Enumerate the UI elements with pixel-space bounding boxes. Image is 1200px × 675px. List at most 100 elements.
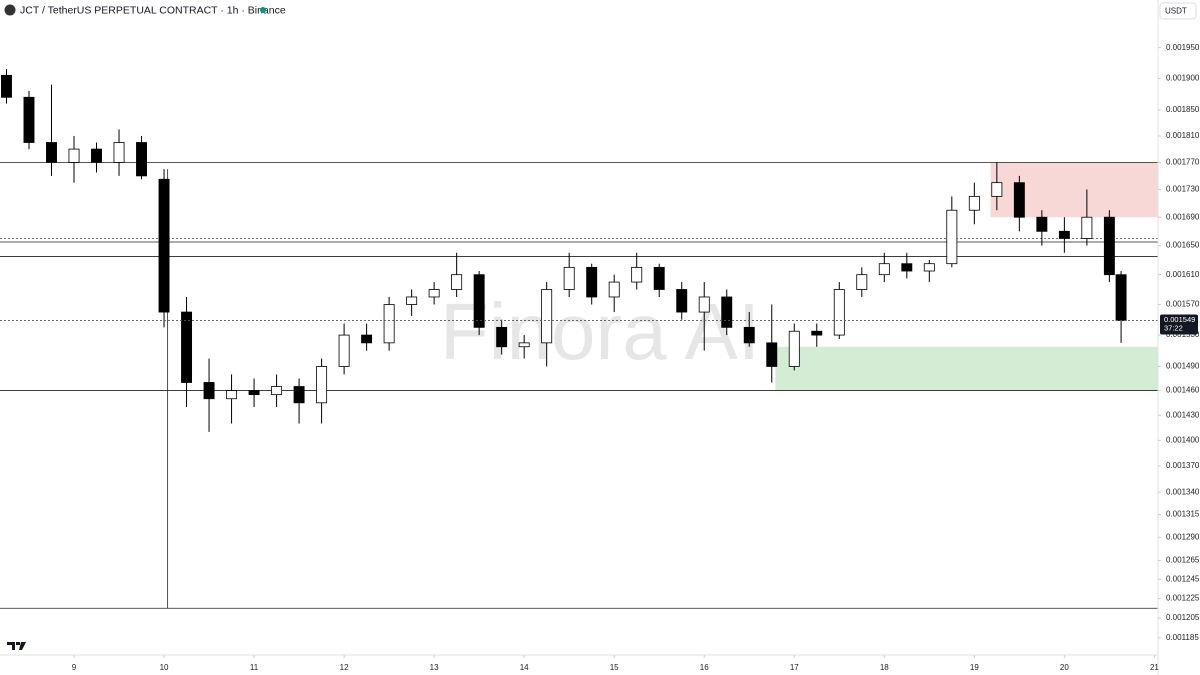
watermark: Finora AI <box>440 287 760 376</box>
candle-body <box>743 326 755 344</box>
candle-body <box>406 296 418 305</box>
y-tick-label: 0.001810 <box>1166 131 1200 140</box>
candle-body <box>1013 182 1025 218</box>
candle-body <box>901 263 913 272</box>
x-tick-label: 15 <box>610 663 619 672</box>
y-tick-label: 0.001265 <box>1166 556 1200 565</box>
currency-button[interactable] <box>1159 2 1197 20</box>
candle-body <box>271 386 283 396</box>
candle-body <box>563 266 575 290</box>
candle-body <box>181 311 193 383</box>
y-tick-label: 0.001850 <box>1166 105 1200 114</box>
x-tick-label: 12 <box>340 663 349 672</box>
candle-body <box>1081 216 1093 239</box>
zone <box>775 346 1158 391</box>
x-tick-label: 10 <box>160 663 169 672</box>
x-tick-label: 19 <box>970 663 979 672</box>
candle-body <box>811 330 823 336</box>
status-dot <box>260 7 266 13</box>
candle-body <box>631 266 643 283</box>
candle-body <box>451 274 463 290</box>
candle-body <box>361 334 373 344</box>
countdown: 37:22 <box>1164 323 1183 332</box>
candle-body <box>91 148 102 163</box>
y-tick-label: 0.001650 <box>1166 241 1200 250</box>
candle-body <box>248 390 260 396</box>
candle-body <box>1 74 12 98</box>
y-tick-label: 0.001340 <box>1166 487 1200 496</box>
candle-body <box>541 289 553 344</box>
candle-body <box>766 342 778 367</box>
symbol-icon <box>4 4 16 16</box>
candle-body <box>676 289 688 313</box>
candle-body <box>878 263 890 276</box>
candle-body <box>383 304 395 344</box>
candle-body <box>316 366 328 404</box>
candle-body <box>496 326 508 348</box>
candle-body <box>698 296 710 313</box>
candle-body <box>946 209 958 265</box>
y-tick-label: 0.001690 <box>1166 212 1200 221</box>
x-tick-label: 14 <box>520 663 529 672</box>
candle-body <box>1103 216 1115 276</box>
x-tick-label: 9 <box>72 663 77 672</box>
y-tick-label: 0.001460 <box>1166 386 1200 395</box>
y-tick-label: 0.001370 <box>1166 461 1200 470</box>
candle-body <box>113 142 125 163</box>
x-tick-label: 17 <box>790 663 799 672</box>
candle-body <box>136 142 147 177</box>
y-tick-label: 0.001225 <box>1166 594 1200 603</box>
candle-body <box>1058 230 1070 239</box>
y-tick-label: 0.001400 <box>1166 435 1200 444</box>
candle-body <box>473 274 485 328</box>
x-tick-label: 21 <box>1150 663 1159 672</box>
x-tick-label: 16 <box>700 663 709 672</box>
y-tick-label: 0.001315 <box>1166 510 1200 519</box>
candle-body <box>226 390 238 400</box>
y-tick-label: 0.001490 <box>1166 362 1200 371</box>
candle-body <box>991 182 1003 197</box>
y-tick-label: 0.001530 <box>1166 330 1200 339</box>
plot <box>0 69 1158 609</box>
y-tick-label: 0.001570 <box>1166 300 1200 309</box>
candle-body <box>338 334 350 367</box>
candle-body <box>856 274 868 290</box>
tv-logo <box>7 642 26 650</box>
y-tick-label: 0.001185 <box>1166 633 1199 642</box>
candle-body <box>586 266 598 298</box>
y-tick-label: 0.001430 <box>1166 410 1200 419</box>
y-tick-label: 0.001730 <box>1166 185 1200 194</box>
candle-body <box>46 142 57 163</box>
candle-body <box>968 195 980 211</box>
candle-body <box>293 386 305 404</box>
last-price-tag <box>1160 314 1198 335</box>
candle-body <box>653 266 665 290</box>
x-tick-label: 20 <box>1060 663 1069 672</box>
candle-body <box>923 263 935 272</box>
last-price-label: 0.001549 <box>1164 315 1195 324</box>
candle-body <box>833 289 845 336</box>
y-tick-label: 0.001290 <box>1166 532 1200 541</box>
y-tick-label: 0.001900 <box>1166 74 1200 83</box>
y-tick-label: 0.001205 <box>1166 613 1200 622</box>
candle-body <box>1036 216 1048 232</box>
candle-body <box>428 289 440 298</box>
candle-body <box>203 382 215 400</box>
x-tick-label: 18 <box>880 663 889 672</box>
candle-body <box>158 178 170 313</box>
y-tick-label: 0.001950 <box>1166 43 1200 52</box>
chart-title: JCT / TetherUS PERPETUAL CONTRACT · 1h ·… <box>20 4 286 16</box>
candle-body <box>518 342 530 348</box>
candle-body <box>23 96 35 143</box>
candle-body <box>68 148 80 163</box>
x-tick-label: 13 <box>430 663 439 672</box>
x-tick-label: 11 <box>250 663 259 672</box>
candle-body <box>1115 274 1127 321</box>
candle-body <box>608 281 620 298</box>
candle-body <box>788 330 800 367</box>
y-tick-label: 0.001245 <box>1166 574 1200 583</box>
y-tick-label: 0.001610 <box>1166 270 1200 279</box>
candle-body <box>721 296 733 328</box>
